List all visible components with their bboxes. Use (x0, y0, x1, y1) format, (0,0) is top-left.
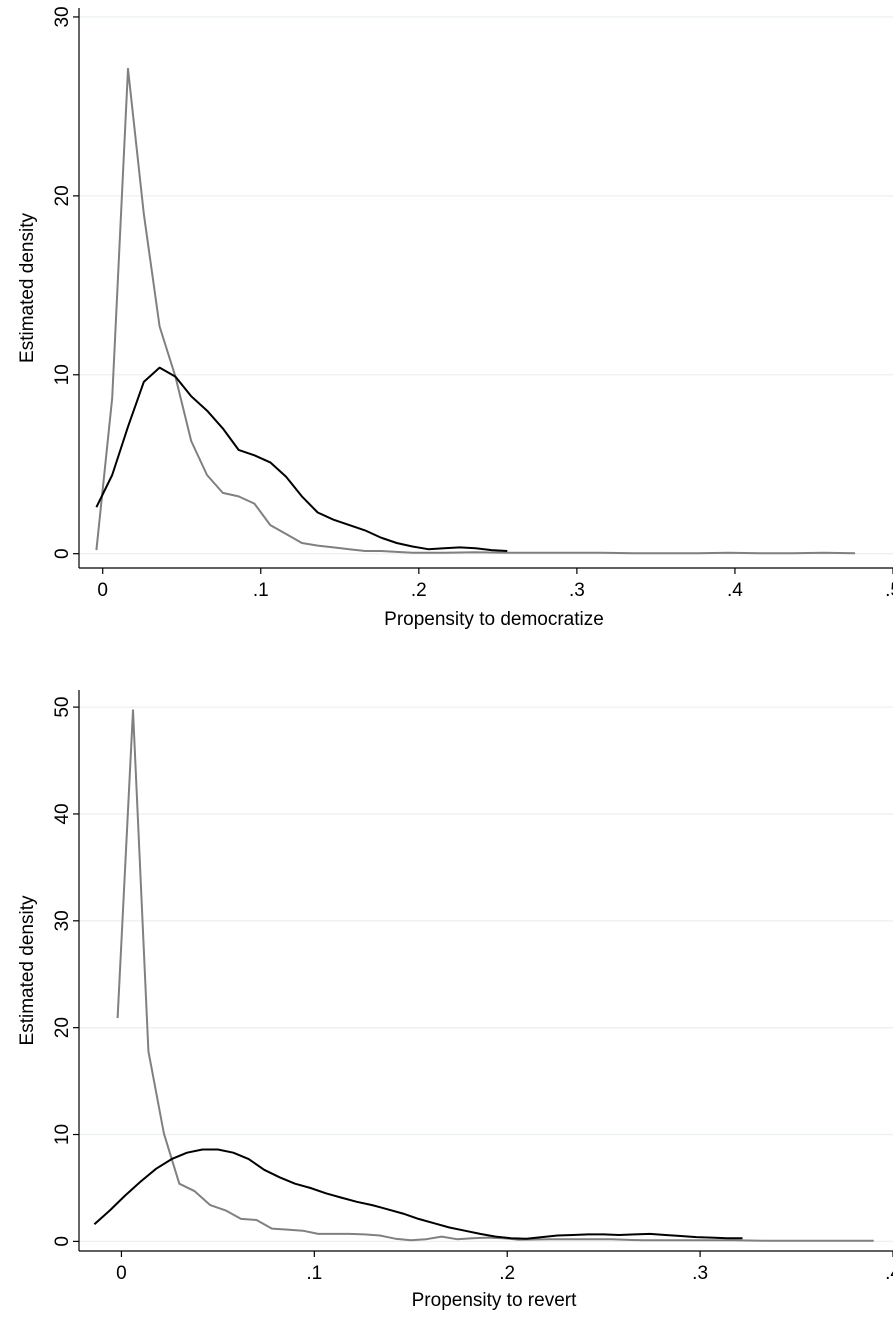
democratize-y-tick-label-3: 30 (52, 6, 73, 27)
democratize-x-axis-title: Propensity to democratize (384, 609, 604, 630)
democratize-x-tick-label-0: 0 (97, 580, 108, 601)
democratize-y-tick-label-0: 0 (52, 548, 73, 559)
democratize-x-tick-label-4: .4 (727, 580, 743, 601)
revert-density-panel: 0 10 20 30 40 50 0 .1 .2 .3 .4 Estimated density Pro… (17, 690, 893, 1311)
revert-series-line-1 (93, 1148, 743, 1240)
revert-y-axis-title: Estimated density (17, 895, 38, 1045)
revert-series-line-0 (116, 709, 874, 1242)
revert-y-tick-label-2: 20 (52, 1017, 73, 1038)
democratize-y-tick-label-1: 10 (52, 364, 73, 385)
democratize-series-line-1 (95, 366, 508, 552)
revert-x-tick-label-4: .4 (885, 1263, 893, 1284)
democratize-x-tick-label-2: .2 (411, 580, 427, 601)
democratize-series-line-0 (95, 67, 856, 555)
democratize-y-tick-label-2: 20 (52, 185, 73, 206)
revert-y-tick-label-0: 0 (52, 1236, 73, 1247)
democratize-x-tick-label-1: .1 (253, 580, 269, 601)
revert-x-tick-label-2: .2 (499, 1263, 515, 1284)
democratize-x-tick-label-3: .3 (569, 580, 585, 601)
revert-y-tick-label-1: 10 (52, 1124, 73, 1145)
democratize-x-tick-label-5: .5 (885, 580, 893, 601)
revert-x-tick-label-0: 0 (116, 1263, 127, 1284)
revert-y-tick-label-3: 30 (52, 910, 73, 931)
revert-x-axis-title: Propensity to revert (412, 1290, 577, 1311)
revert-y-tick-label-5: 50 (52, 697, 73, 718)
democratize-y-axis-title: Estimated density (17, 213, 38, 363)
revert-x-tick-label-3: .3 (692, 1263, 708, 1284)
revert-x-tick-label-1: .1 (306, 1263, 322, 1284)
revert-y-tick-label-4: 40 (52, 803, 73, 824)
democratize-density-panel: 0 10 20 30 0 .1 .2 .3 .4 .5 Estimated density Prope… (17, 6, 893, 630)
